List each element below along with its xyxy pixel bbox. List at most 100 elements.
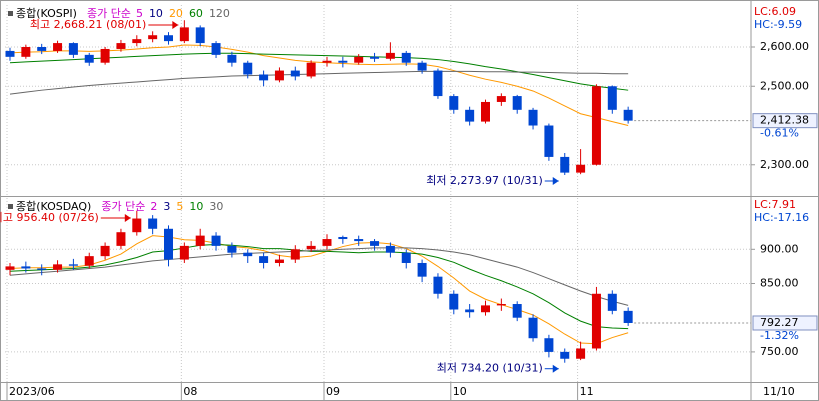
candle-body — [53, 264, 63, 270]
x-tick-label: 08 — [183, 385, 197, 398]
hc-label: HC:-9.59 — [754, 18, 802, 31]
candle-body — [544, 338, 554, 352]
candle-body — [132, 218, 142, 233]
candle-body — [465, 109, 475, 122]
candle-body — [322, 239, 332, 246]
candle-body — [607, 293, 617, 311]
candle-body — [274, 259, 284, 263]
candle-body — [211, 43, 221, 55]
high-arrow-head — [172, 21, 179, 29]
candle-body — [290, 70, 300, 77]
candle-body — [243, 62, 253, 75]
legend-swatch — [8, 204, 13, 209]
candle-body — [37, 268, 47, 270]
candle-body — [401, 52, 411, 63]
change-label: -1.32% — [760, 329, 799, 342]
moving-average — [9, 44, 629, 127]
candle-body — [100, 245, 110, 257]
moving-average — [9, 244, 629, 330]
ma-label: 종가 단순 — [87, 7, 131, 20]
candle-body — [179, 245, 189, 260]
legend-entry: 5 — [176, 200, 183, 213]
low-label: 최저 734.20 (10/31) — [437, 362, 543, 375]
candle-body — [37, 47, 47, 51]
legend-entry: 60 — [189, 7, 203, 20]
y-tick-label: 850.00 — [760, 277, 799, 290]
high-arrow-head — [124, 214, 131, 222]
moving-average — [9, 235, 629, 345]
candle-body — [417, 262, 427, 277]
legend-entry: 20 — [169, 7, 183, 20]
candle-body — [68, 264, 78, 266]
candle-body — [449, 293, 459, 310]
candle-body — [512, 96, 522, 110]
candle-body — [354, 56, 364, 63]
y-tick-label: 750.00 — [760, 345, 799, 358]
moving-average — [9, 247, 629, 306]
high-label: 최고 956.40 (07/26) — [0, 211, 99, 224]
candle-body — [370, 241, 380, 246]
x-tick-label: 2023/06 — [9, 385, 55, 398]
legend-entry: 10 — [189, 200, 203, 213]
candle-body — [370, 56, 380, 59]
candle-body — [53, 43, 63, 51]
candle-body — [512, 304, 522, 318]
candle-body — [496, 96, 506, 102]
candle-body — [132, 39, 142, 44]
candle-body — [338, 236, 348, 240]
low-label: 최저 2,273.97 (10/31) — [426, 174, 543, 187]
candle-body — [195, 27, 205, 44]
candle-body — [227, 54, 237, 63]
candle-body — [433, 70, 443, 97]
y-tick-label: 2,500.00 — [760, 79, 809, 92]
candle-body — [290, 249, 300, 260]
candle-body — [5, 50, 15, 57]
change-label: -0.61% — [760, 127, 799, 140]
candle-body — [544, 125, 554, 157]
candle-body — [528, 109, 538, 126]
high-label: 최고 2,668.21 (08/01) — [30, 18, 147, 31]
candle-body — [164, 35, 173, 42]
candle-body — [591, 86, 601, 165]
candle-body — [576, 164, 586, 173]
candle-body — [449, 96, 459, 110]
candle-body — [259, 74, 269, 81]
candle-body — [338, 60, 348, 63]
last-price: 2,412.38 — [760, 114, 809, 127]
candle-body — [385, 52, 395, 59]
candle-body — [211, 235, 221, 246]
candle-body — [417, 62, 427, 71]
x-tick-label: 09 — [326, 385, 340, 398]
ma-label: 종가 단순 — [101, 200, 145, 213]
candle-body — [401, 252, 411, 263]
low-arrow-head — [552, 364, 559, 373]
candle-body — [195, 235, 205, 246]
y-tick-label: 2,600.00 — [760, 40, 809, 53]
legend-entry: 120 — [209, 7, 230, 20]
current-date: 11/10 — [763, 385, 795, 398]
candle-body — [274, 70, 284, 81]
legend-swatch — [8, 11, 13, 16]
candle-body — [623, 109, 633, 121]
chart-title: 종합(KOSPI) — [16, 7, 77, 20]
candle-body — [623, 310, 633, 323]
candle-body — [481, 101, 490, 122]
candle-body — [306, 245, 316, 250]
candle-body — [227, 245, 237, 253]
candle-body — [560, 351, 570, 359]
candle-body — [306, 62, 316, 77]
candle-body — [591, 293, 601, 349]
y-tick-label: 900.00 — [760, 242, 799, 255]
last-price: 792.27 — [760, 316, 799, 329]
low-arrow-head — [552, 176, 559, 185]
candle-body — [354, 239, 364, 242]
candle-body — [243, 252, 253, 257]
candle-body — [322, 60, 332, 63]
candle-body — [607, 86, 617, 110]
candle-body — [433, 276, 443, 294]
lc-label: LC:7.91 — [754, 198, 796, 211]
legend-entry: 3 — [163, 200, 170, 213]
candle-body — [576, 348, 586, 359]
